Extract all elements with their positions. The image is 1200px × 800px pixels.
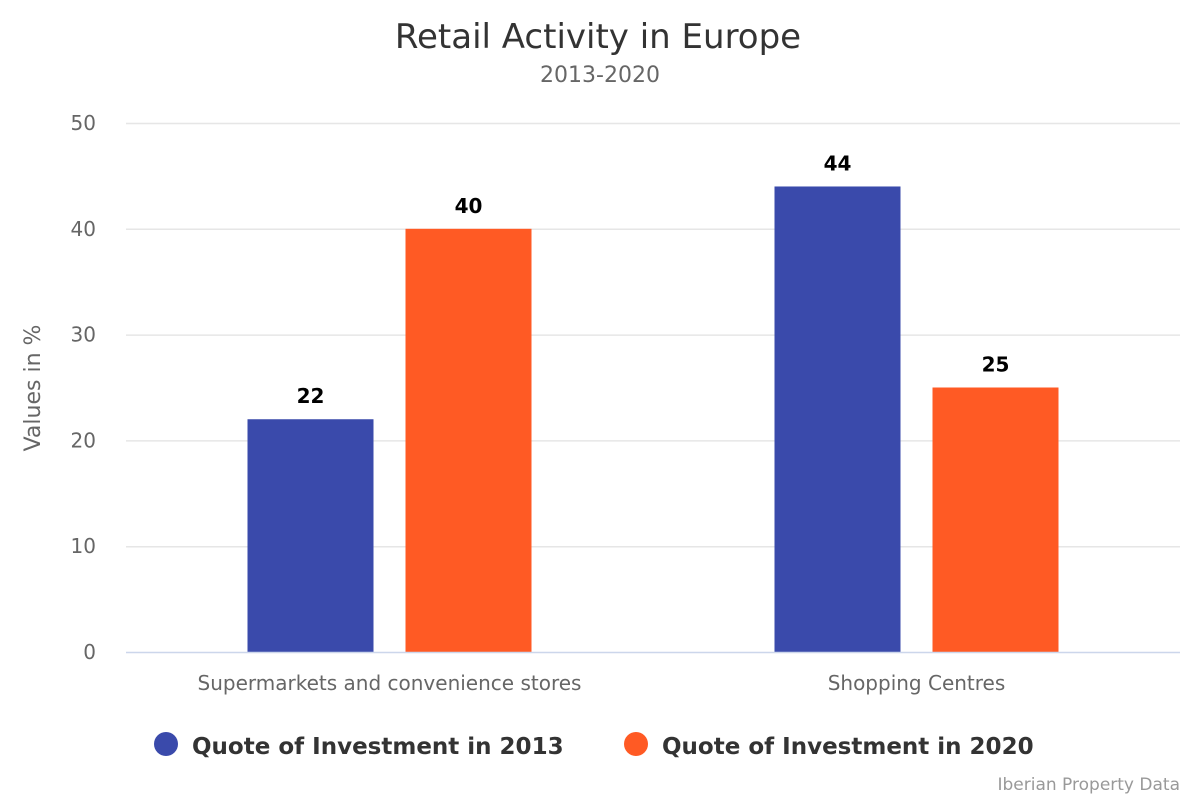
- legend-marker: [154, 732, 178, 756]
- data-label: 25: [982, 353, 1010, 377]
- y-axis-label: Values in %: [21, 325, 46, 452]
- bar[interactable]: [774, 186, 901, 653]
- bar[interactable]: [247, 419, 374, 652]
- data-label: 22: [297, 384, 325, 408]
- x-category-label: Shopping Centres: [828, 671, 1006, 695]
- legend-label: Quote of Investment in 2020: [662, 734, 1034, 760]
- y-tick-label: 10: [71, 534, 96, 558]
- legend-marker: [624, 732, 648, 756]
- bar[interactable]: [932, 387, 1059, 653]
- chart-title: Retail Activity in Europe: [395, 17, 801, 57]
- y-tick-label: 20: [71, 428, 96, 452]
- y-axis-ticks: 0 10 20 30 40 50: [71, 111, 96, 664]
- legend-item[interactable]: Quote of Investment in 2020: [624, 732, 1034, 760]
- data-label: 44: [824, 151, 852, 175]
- y-tick-label: 30: [71, 323, 96, 347]
- bar[interactable]: [405, 228, 532, 653]
- y-tick-label: 50: [71, 111, 96, 135]
- legend-item[interactable]: Quote of Investment in 2013: [154, 732, 564, 760]
- x-axis-categories: Supermarkets and convenience stores Shopp…: [198, 671, 1006, 695]
- data-label: 40: [455, 194, 483, 218]
- x-category-label: Supermarkets and convenience stores: [198, 671, 582, 695]
- credits[interactable]: Iberian Property Data: [997, 775, 1180, 795]
- chart-subtitle: 2013-2020: [540, 63, 660, 88]
- y-tick-label: 40: [71, 217, 96, 241]
- y-tick-label: 0: [83, 640, 96, 664]
- legend-label: Quote of Investment in 2013: [192, 734, 564, 760]
- legend: Quote of Investment in 2013 Quote of Inve…: [154, 732, 1034, 760]
- bars: 22 40 44 25: [247, 151, 1059, 653]
